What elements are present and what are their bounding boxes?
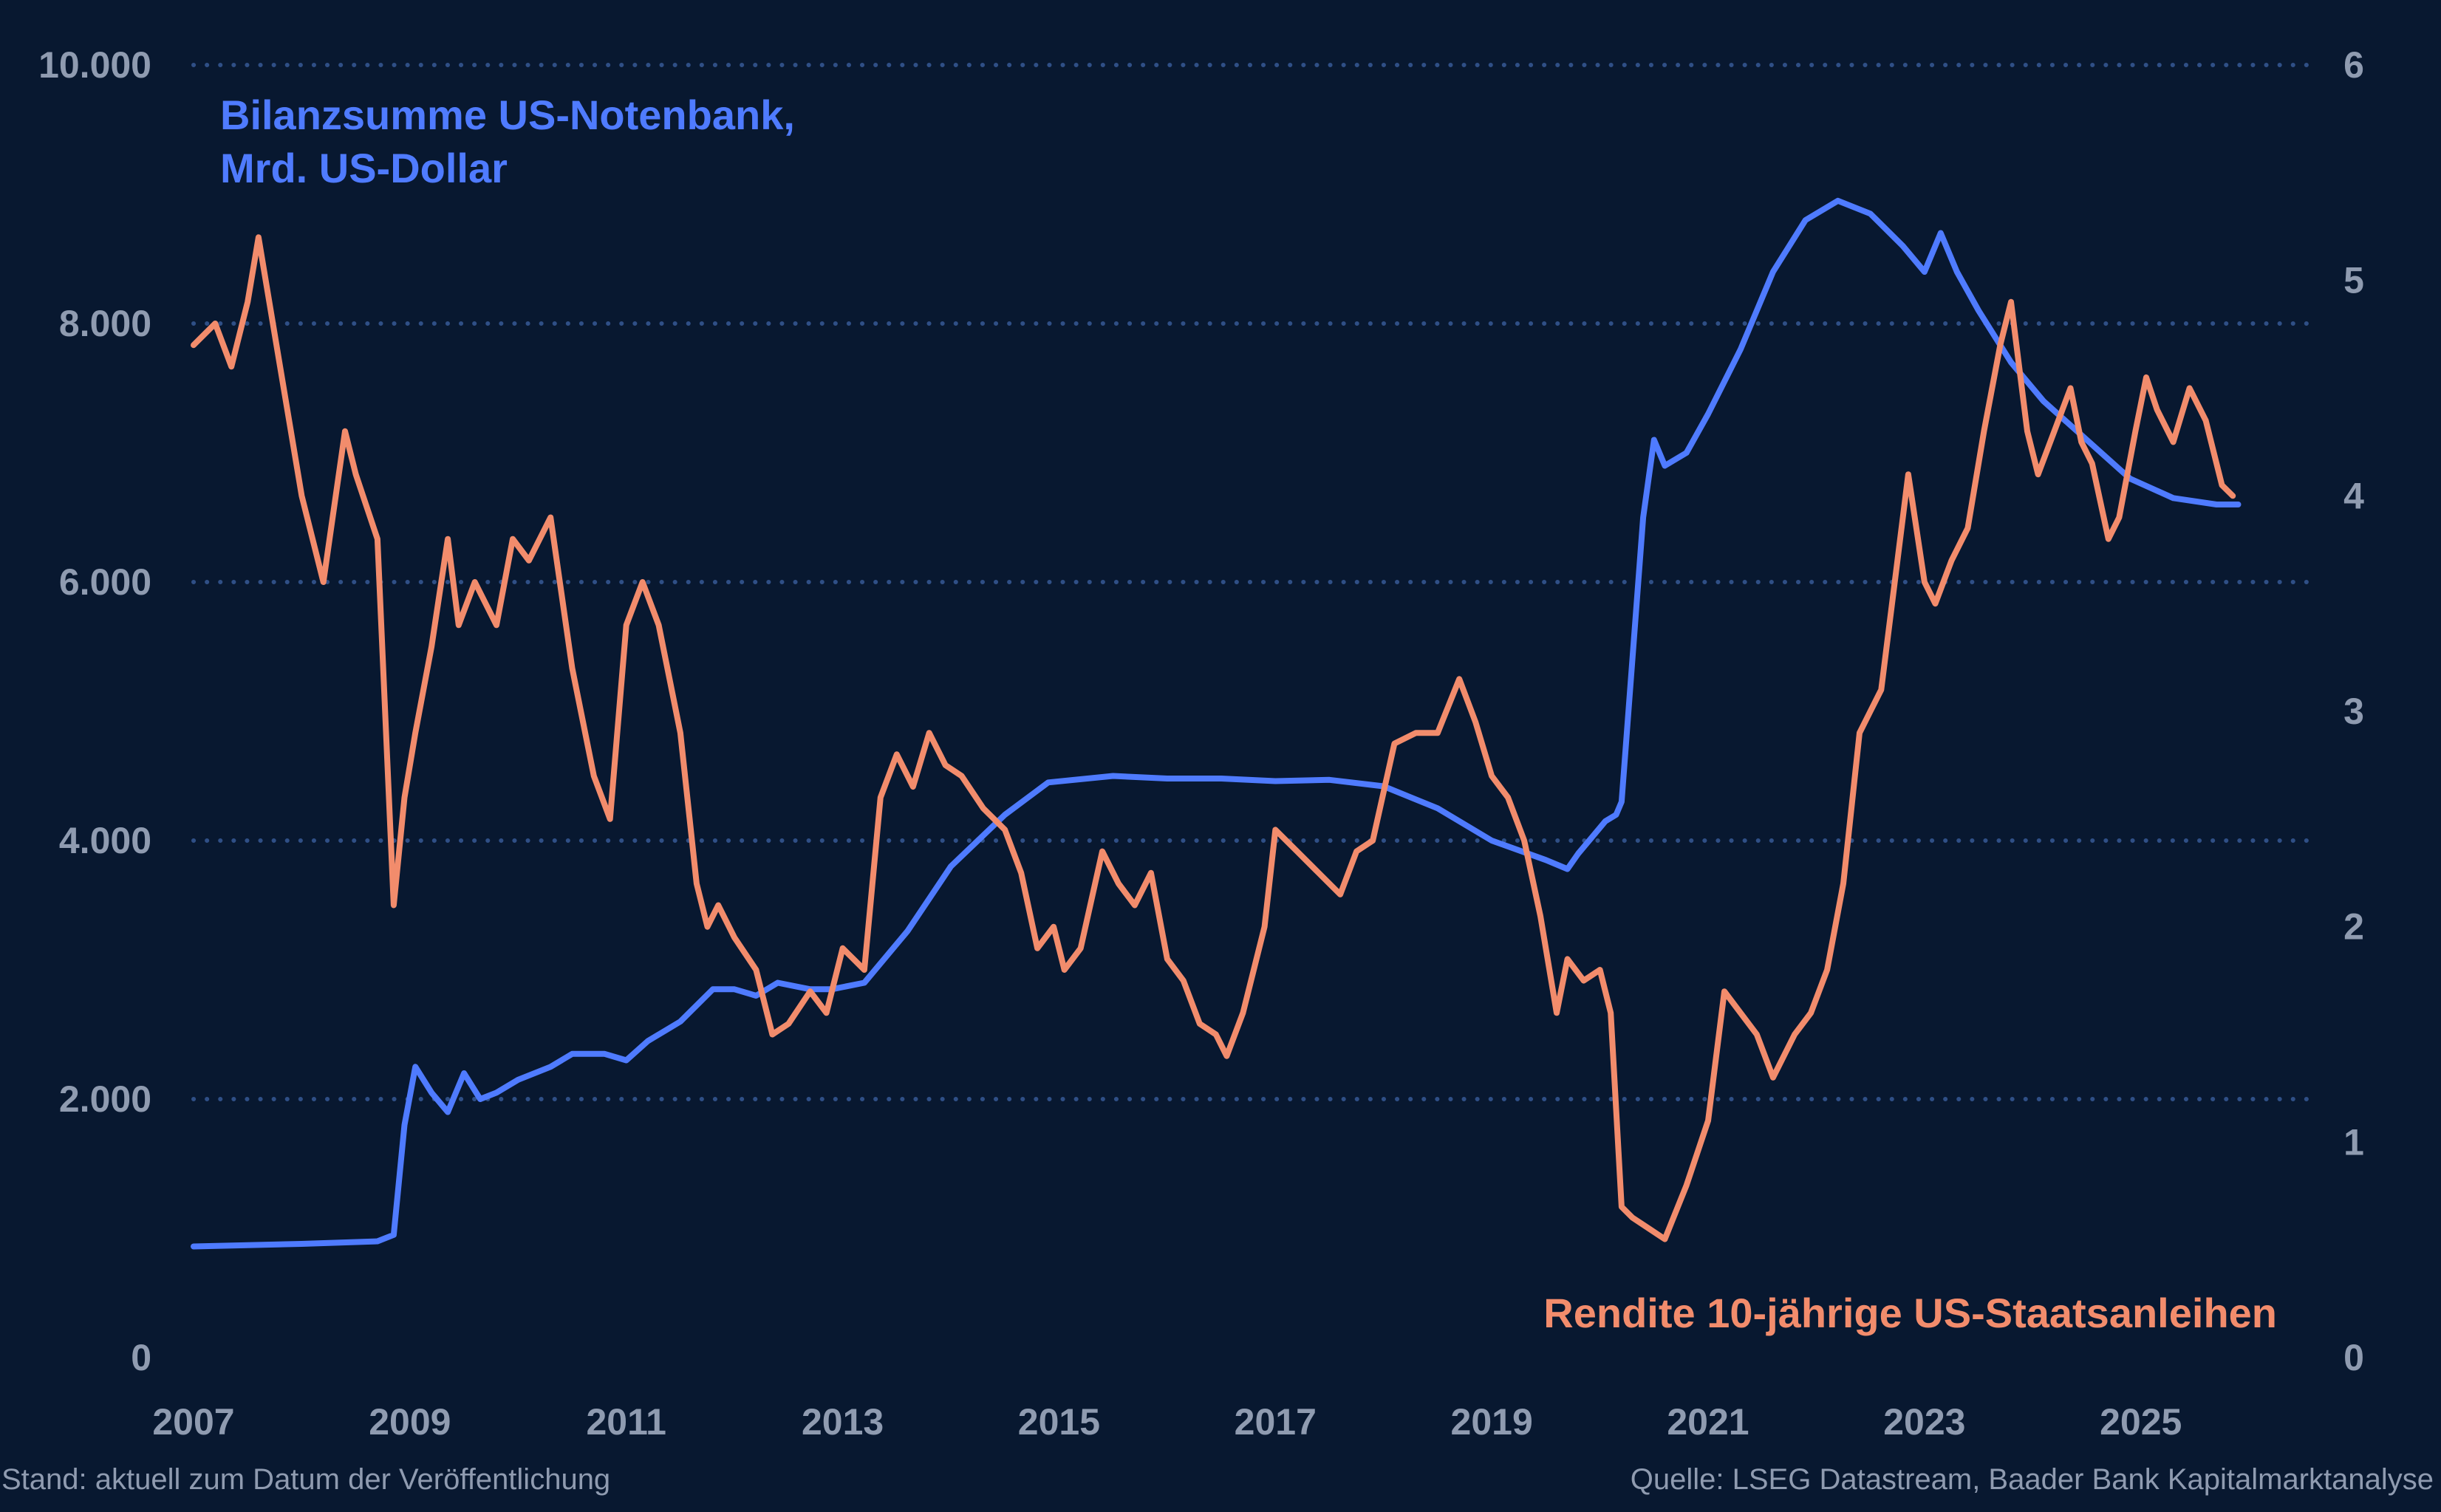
left-tick-label: 4.000 xyxy=(59,820,151,861)
right-axis: 0 1 2 3 4 5 6 xyxy=(2343,44,2364,1378)
series-lines xyxy=(191,197,2242,1250)
gridlines xyxy=(191,63,2316,1101)
x-tick-label: 2025 xyxy=(2100,1401,2182,1443)
footer-stand: Stand: aktuell zum Datum der Veröffentli… xyxy=(1,1463,610,1496)
x-axis: 2007 2009 2011 2013 2015 2017 2019 2021 2023 2025 xyxy=(152,1401,2182,1443)
left-tick-label: 0 xyxy=(131,1337,151,1378)
right-tick-label: 3 xyxy=(2343,691,2364,732)
right-tick-label: 2 xyxy=(2343,906,2364,948)
footer-source: Quelle: LSEG Datastream, Baader Bank Kap… xyxy=(1631,1463,2434,1496)
x-tick-label: 2019 xyxy=(1451,1401,1533,1443)
x-tick-label: 2015 xyxy=(1018,1401,1100,1443)
right-tick-label: 5 xyxy=(2343,260,2364,301)
yield-line xyxy=(191,234,2236,1242)
x-tick-label: 2017 xyxy=(1235,1401,1317,1443)
left-axis: 0 2.000 4.000 6.000 8.000 10.000 xyxy=(38,44,151,1378)
fed-series-label-line1: Bilanzsumme US-Notenbank, xyxy=(220,92,795,138)
yield-series-label: Rendite 10-jährige US-Staatsanleihen xyxy=(1543,1290,2277,1336)
x-tick-label: 2009 xyxy=(369,1401,451,1443)
right-tick-label: 0 xyxy=(2343,1337,2364,1378)
x-tick-label: 2021 xyxy=(1667,1401,1749,1443)
x-tick-label: 2023 xyxy=(1883,1401,1965,1443)
x-tick-label: 2007 xyxy=(152,1401,234,1443)
fed-balance-line xyxy=(191,197,2242,1250)
left-tick-label: 6.000 xyxy=(59,561,151,603)
right-tick-label: 6 xyxy=(2343,44,2364,86)
right-tick-label: 1 xyxy=(2343,1121,2364,1163)
x-tick-label: 2011 xyxy=(586,1401,666,1443)
left-tick-label: 8.000 xyxy=(59,303,151,344)
fed-series-label-line2: Mrd. US-Dollar xyxy=(220,145,508,191)
right-tick-label: 4 xyxy=(2343,475,2364,516)
x-tick-label: 2013 xyxy=(802,1401,884,1443)
left-tick-label: 10.000 xyxy=(38,44,151,86)
left-tick-label: 2.000 xyxy=(59,1078,151,1120)
